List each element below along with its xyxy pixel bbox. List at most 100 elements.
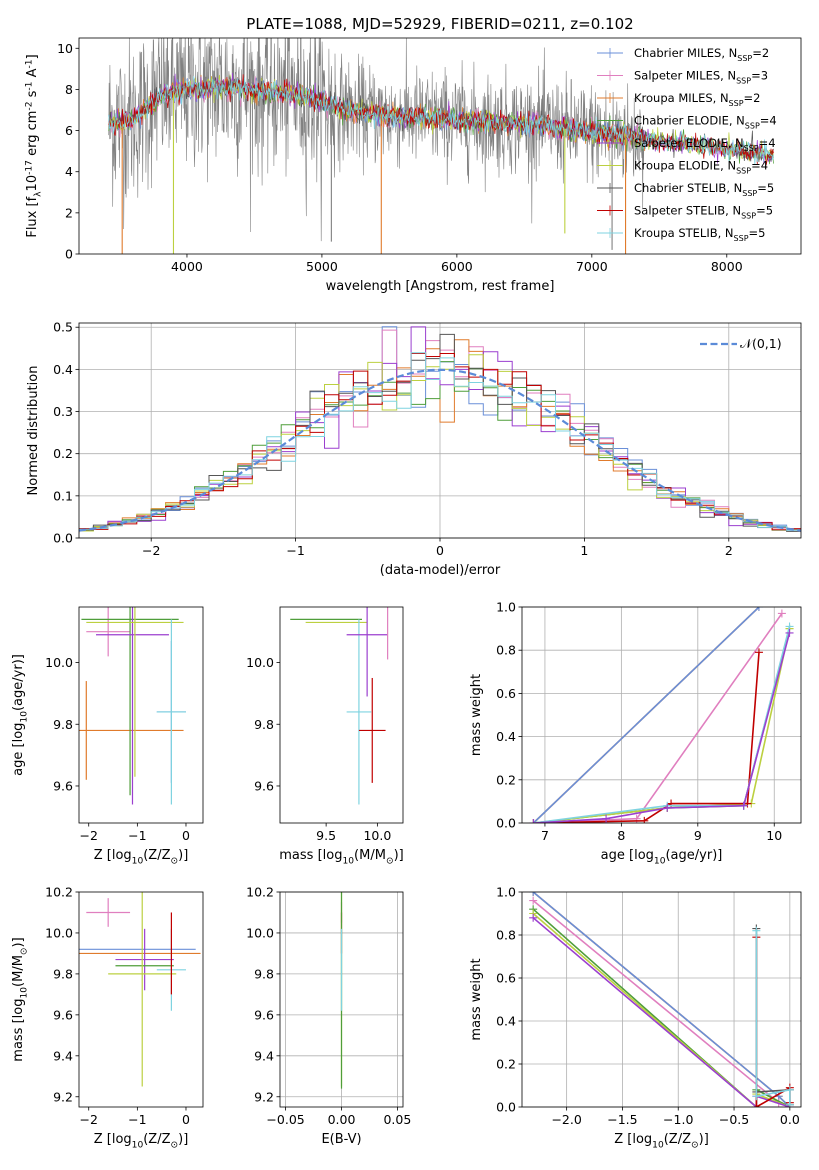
- weight-line-kroupa-stelib: [755, 930, 791, 1105]
- x-tick-label: −1: [286, 543, 304, 558]
- y-tick-label: 10: [57, 41, 73, 56]
- x-tick-label: 0.0: [780, 1112, 800, 1127]
- plot-area: [108, 38, 774, 254]
- weight-line-salpeter-miles: [533, 613, 783, 823]
- y-tick-label: 0.4: [496, 729, 516, 744]
- x-tick-label: −1.0: [663, 1112, 693, 1127]
- weight-line-chabrier-miles: [532, 607, 760, 823]
- y-tick-label: 0.5: [53, 320, 73, 335]
- y-tick-label: 0.2: [496, 772, 516, 787]
- y-axis-label: mass weight: [469, 958, 484, 1040]
- weight-marker: [754, 648, 763, 657]
- x-tick-label: 1: [580, 543, 588, 558]
- y-tick-label: 9.6: [254, 778, 274, 793]
- y-axis-label: mass [log10(M/M⊙)]: [11, 937, 30, 1061]
- weight-marker: [529, 896, 538, 905]
- residual-hist-kroupa-stelib: [79, 352, 801, 532]
- weight-marker: [777, 609, 786, 618]
- weight-marker: [752, 1092, 761, 1101]
- weight-line-kroupa-stelib: [533, 626, 791, 823]
- x-tick-label: 9: [694, 828, 702, 843]
- panel-age-vs-z: −2 −1 0 9.6 9.8 10.0 Z [log10(Z/Z⊙)] age [log10…: [11, 606, 204, 867]
- y-tick-label: 9.6: [53, 1007, 73, 1022]
- weight-marker: [785, 1100, 794, 1107]
- x-axis-label: E(B-V): [321, 1132, 361, 1147]
- y-tick-label: 9.8: [254, 966, 274, 981]
- legend-label: Salpeter ELODIE, NSSP=4: [634, 136, 776, 153]
- x-tick-label: −2: [142, 543, 160, 558]
- legend-label: Chabrier ELODIE, NSSP=4: [634, 114, 777, 131]
- gaussian-curve: [79, 368, 801, 532]
- y-axis-label: Normed distribution: [26, 366, 41, 496]
- x-tick-label: 5000: [306, 259, 338, 274]
- x-tick-label: −1.5: [607, 1112, 637, 1127]
- y-tick-label: 2: [65, 205, 73, 220]
- x-tick-label: −0.05: [266, 1112, 304, 1127]
- y-tick-label: 4: [65, 164, 73, 179]
- y-tick-label: 10.0: [45, 925, 73, 940]
- legend-label: Chabrier MILES, NSSP=2: [634, 46, 769, 63]
- y-tick-label: 9.8: [53, 717, 73, 732]
- x-tick-label: 9.5: [316, 828, 336, 843]
- x-tick-label: 8000: [711, 259, 743, 274]
- legend-label: Salpeter MILES, NSSP=3: [634, 69, 768, 86]
- weight-marker: [752, 1103, 761, 1107]
- y-tick-label: 0.0: [496, 1100, 516, 1115]
- y-tick-label: 0.6: [496, 686, 516, 701]
- weight-marker: [602, 814, 611, 823]
- x-tick-label: 4000: [171, 259, 203, 274]
- axes-frame: [279, 606, 404, 824]
- x-tick-label: 0: [436, 543, 444, 558]
- x-tick-label: 10: [766, 828, 782, 843]
- axes-frame: [521, 606, 802, 824]
- y-tick-label: 0.4: [496, 1014, 516, 1029]
- panel-residuals: −2 −1 0 1 2 0.0 0.1 0.2 0.3 0.4 0.5 (data-model)/er…: [26, 320, 802, 578]
- y-tick-label: 1.0: [496, 885, 516, 900]
- x-tick-label: −2.0: [551, 1112, 581, 1127]
- observed-spectrum: [108, 38, 646, 242]
- weight-line-chabrier-stelib: [755, 928, 791, 1105]
- y-tick-label: 9.8: [254, 717, 274, 732]
- x-tick-label: 7000: [576, 259, 608, 274]
- x-axis-label: Z [log10(Z/Z⊙)]: [94, 1132, 189, 1151]
- y-tick-label: 0.1: [53, 488, 73, 503]
- plot-area: [79, 892, 201, 1087]
- y-tick-label: 9.6: [53, 778, 73, 793]
- weight-marker: [754, 607, 763, 611]
- weight-line-salpeter-miles: [532, 899, 791, 1107]
- y-tick-label: 0.6: [496, 971, 516, 986]
- y-tick-label: 0.0: [496, 816, 516, 831]
- y-tick-label: 6: [65, 123, 73, 138]
- x-tick-label: 6000: [441, 259, 473, 274]
- axes-frame: [279, 891, 404, 1108]
- weight-marker: [739, 801, 748, 810]
- x-tick-label: 10.0: [363, 828, 391, 843]
- weight-marker: [785, 628, 794, 637]
- y-axis-label: Flux [fλ10-17 erg cm-2 s-1 A-1]: [24, 54, 43, 237]
- x-axis-label: Z [log10(Z/Z⊙)]: [614, 1132, 709, 1151]
- y-axis-label: mass weight: [469, 674, 484, 756]
- legend-label: Kroupa MILES, NSSP=2: [634, 91, 760, 108]
- y-tick-label: 8: [65, 82, 73, 97]
- y-tick-label: 9.2: [254, 1089, 274, 1104]
- x-tick-label: −2: [80, 828, 98, 843]
- y-tick-label: 0.0: [53, 531, 73, 546]
- y-tick-label: 10.0: [45, 655, 73, 670]
- plot-area: [529, 607, 794, 823]
- y-tick-label: 9.4: [254, 1048, 274, 1063]
- x-tick-label: −0.5: [719, 1112, 749, 1127]
- axes-frame: [78, 37, 802, 255]
- x-tick-label: −1: [128, 828, 146, 843]
- weight-line-chabrier-elodie: [532, 908, 791, 1107]
- panel-massweight-vs-z: −2.0 −1.5 −1.0 −0.5 0.0 0.0 0.2 0.4 0.6 0.8 1.0 Z […: [469, 885, 802, 1151]
- x-axis-label: age [log10(age/yr)]: [601, 848, 723, 867]
- weight-marker: [529, 819, 538, 823]
- y-tick-label: 1.0: [496, 600, 516, 615]
- weight-line-salpeter-stelib: [533, 652, 760, 823]
- plot-area: [79, 326, 801, 534]
- y-tick-label: 10.2: [45, 885, 73, 900]
- y-tick-label: 10.0: [246, 655, 274, 670]
- axes-frame: [521, 891, 802, 1108]
- y-tick-label: 0.3: [53, 404, 73, 419]
- x-tick-label: 7: [541, 828, 549, 843]
